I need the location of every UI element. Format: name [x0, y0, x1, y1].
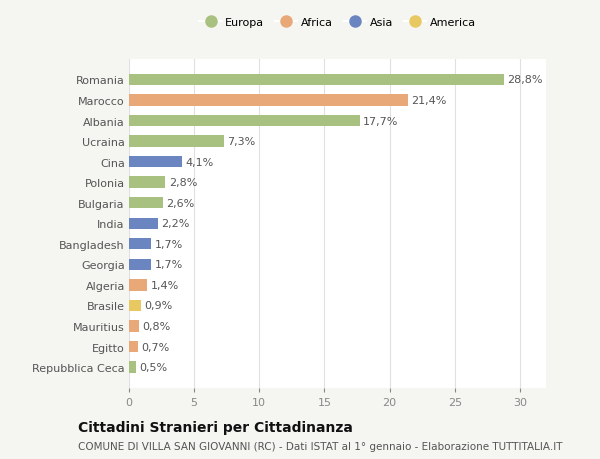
Bar: [129, 95, 408, 106]
Bar: [129, 280, 147, 291]
Bar: [129, 341, 138, 353]
Bar: [129, 321, 139, 332]
Text: 2,8%: 2,8%: [169, 178, 197, 188]
Text: 2,2%: 2,2%: [161, 219, 190, 229]
Text: 0,9%: 0,9%: [144, 301, 172, 311]
Text: 1,7%: 1,7%: [154, 260, 182, 270]
Text: 17,7%: 17,7%: [363, 116, 398, 126]
Bar: [129, 75, 504, 86]
Text: 1,4%: 1,4%: [151, 280, 179, 290]
Text: 28,8%: 28,8%: [508, 75, 543, 85]
Text: 0,7%: 0,7%: [142, 342, 170, 352]
Text: 7,3%: 7,3%: [227, 137, 256, 147]
Bar: [129, 300, 141, 311]
Text: 4,1%: 4,1%: [185, 157, 214, 167]
Bar: [129, 198, 163, 209]
Text: COMUNE DI VILLA SAN GIOVANNI (RC) - Dati ISTAT al 1° gennaio - Elaborazione TUTT: COMUNE DI VILLA SAN GIOVANNI (RC) - Dati…: [78, 441, 563, 451]
Bar: [129, 259, 151, 270]
Text: 1,7%: 1,7%: [154, 239, 182, 249]
Text: Cittadini Stranieri per Cittadinanza: Cittadini Stranieri per Cittadinanza: [78, 420, 353, 434]
Bar: [129, 136, 224, 147]
Bar: [129, 177, 166, 188]
Bar: [129, 116, 359, 127]
Bar: [129, 239, 151, 250]
Bar: [129, 218, 158, 230]
Text: 0,5%: 0,5%: [139, 362, 167, 372]
Text: 0,8%: 0,8%: [143, 321, 171, 331]
Text: 21,4%: 21,4%: [411, 96, 446, 106]
Bar: [129, 157, 182, 168]
Text: 2,6%: 2,6%: [166, 198, 194, 208]
Bar: [129, 362, 136, 373]
Legend: Europa, Africa, Asia, America: Europa, Africa, Asia, America: [195, 14, 480, 33]
